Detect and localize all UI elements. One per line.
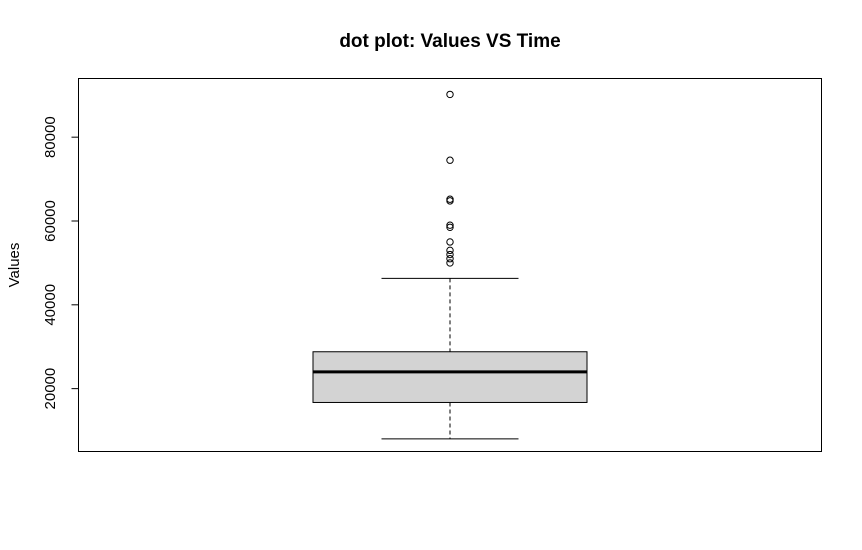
outlier-point xyxy=(446,195,454,203)
outlier-point xyxy=(446,259,454,267)
outliers xyxy=(446,90,454,267)
outlier-point xyxy=(446,246,454,255)
chart-title: dot plot: Values VS Time xyxy=(339,31,560,52)
y-axis: 20000 40000 60000 80000 xyxy=(42,116,79,409)
y-tick-label: 20000 xyxy=(42,368,59,410)
outlier-point xyxy=(446,250,454,259)
outlier-point xyxy=(446,90,454,99)
outlier-point xyxy=(446,223,454,231)
outlier-point xyxy=(446,221,454,229)
y-tick-label: 40000 xyxy=(42,284,59,326)
y-tick-label: 60000 xyxy=(42,200,59,242)
outlier-point xyxy=(446,238,454,246)
outlier-point xyxy=(446,255,454,263)
y-axis-label: Values xyxy=(6,243,23,288)
outlier-point xyxy=(446,156,454,164)
y-tick-label: 80000 xyxy=(42,116,59,158)
box-group xyxy=(312,277,588,440)
iqr-box xyxy=(312,351,588,403)
